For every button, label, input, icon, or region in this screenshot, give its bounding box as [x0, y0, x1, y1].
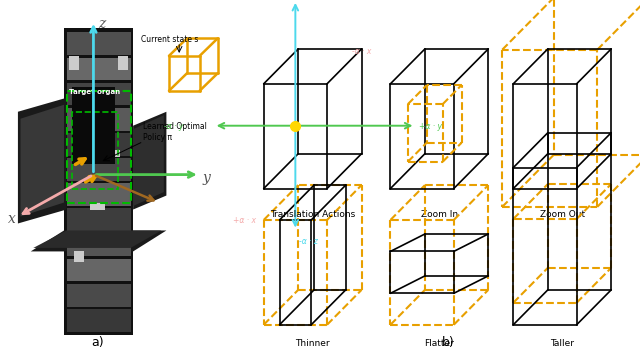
Text: Taller: Taller [550, 339, 574, 348]
Bar [67, 108, 131, 131]
Bar [67, 284, 131, 307]
Bar [67, 133, 131, 156]
Text: z: z [99, 17, 106, 31]
Text: Zoom In: Zoom In [420, 210, 458, 219]
Polygon shape [31, 230, 166, 251]
Polygon shape [64, 28, 133, 335]
Polygon shape [133, 112, 166, 210]
Bar [90, 203, 105, 210]
Bar [67, 58, 131, 80]
Text: x: x [8, 212, 15, 226]
Text: Flatter: Flatter [424, 339, 454, 348]
Bar [67, 32, 131, 55]
Text: Learned Optimal
Policy π: Learned Optimal Policy π [143, 122, 207, 142]
Polygon shape [18, 98, 67, 224]
Text: Thinner: Thinner [295, 339, 330, 348]
Text: Zoom Out: Zoom Out [540, 210, 585, 219]
Bar [67, 83, 131, 105]
Text: b): b) [442, 336, 454, 349]
Text: -α · z: -α · z [300, 238, 318, 247]
Bar [67, 158, 131, 181]
Text: +α · y: +α · y [419, 122, 442, 131]
Polygon shape [20, 105, 64, 216]
Bar [113, 150, 120, 157]
Bar [74, 251, 84, 262]
Bar [77, 129, 90, 140]
Polygon shape [72, 87, 115, 164]
Bar [67, 91, 131, 203]
Bar [69, 56, 79, 70]
Bar [72, 112, 118, 189]
Polygon shape [33, 230, 161, 248]
Text: a): a) [91, 336, 104, 349]
Text: Current state s: Current state s [141, 35, 198, 44]
Bar [67, 259, 131, 282]
Bar [118, 56, 128, 70]
Bar [67, 183, 131, 206]
Text: +α · x: +α · x [233, 216, 256, 225]
Bar [67, 234, 131, 256]
Text: -α · x: -α · x [352, 47, 371, 56]
Polygon shape [133, 115, 164, 206]
Text: -α · y: -α · y [164, 122, 183, 131]
Text: y: y [202, 171, 210, 185]
Text: Target organ: Target organ [69, 89, 120, 95]
Bar [67, 309, 131, 332]
Bar [67, 208, 131, 231]
Text: Translation Actions: Translation Actions [270, 210, 355, 219]
